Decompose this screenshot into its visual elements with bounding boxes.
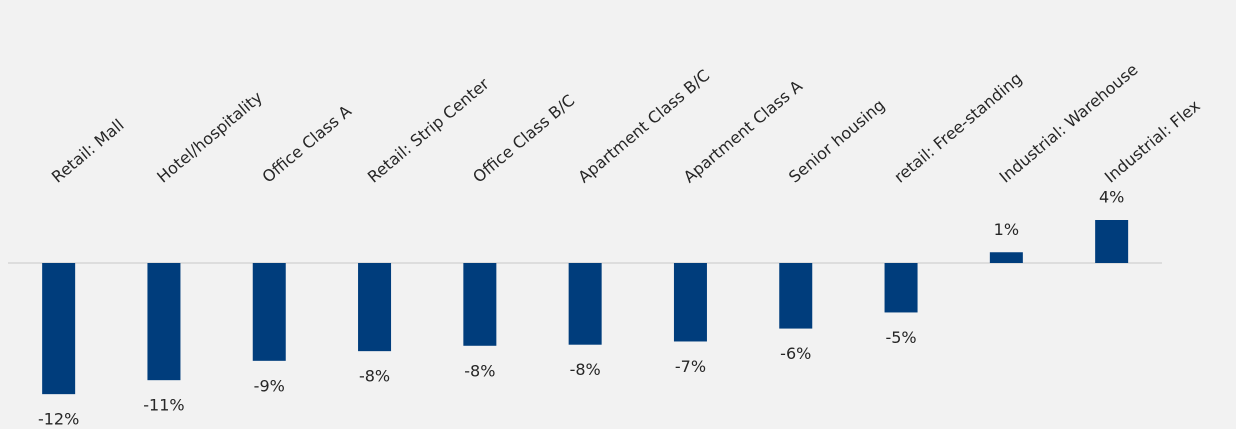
bar [568, 263, 602, 345]
data-label: -8% [570, 360, 601, 379]
bar [673, 263, 707, 342]
category-label: Industrial: Flex [1101, 96, 1204, 187]
data-label: -11% [143, 396, 184, 415]
category-label: Hotel/hospitality [153, 88, 266, 187]
bar [884, 263, 918, 313]
data-label: -6% [780, 344, 811, 363]
data-label: -9% [254, 376, 285, 395]
data-label: -5% [885, 328, 916, 347]
data-label: 4% [1099, 188, 1124, 207]
bar [463, 263, 497, 346]
category-label: Retail: Mall [48, 115, 128, 186]
bar [42, 263, 76, 395]
bar [779, 263, 813, 329]
bar [147, 263, 181, 381]
category-label: Office Class B/C [469, 91, 578, 187]
bar [989, 252, 1023, 263]
category-label: Senior housing [785, 95, 889, 186]
bar [358, 263, 392, 352]
category-label: Office Class A [259, 101, 355, 186]
data-label: -8% [464, 361, 495, 380]
bar [1095, 220, 1129, 263]
data-label: 1% [994, 220, 1019, 239]
bar [252, 263, 286, 361]
data-label: -12% [38, 410, 79, 429]
data-label: -8% [359, 367, 390, 386]
data-label: -7% [675, 357, 706, 376]
